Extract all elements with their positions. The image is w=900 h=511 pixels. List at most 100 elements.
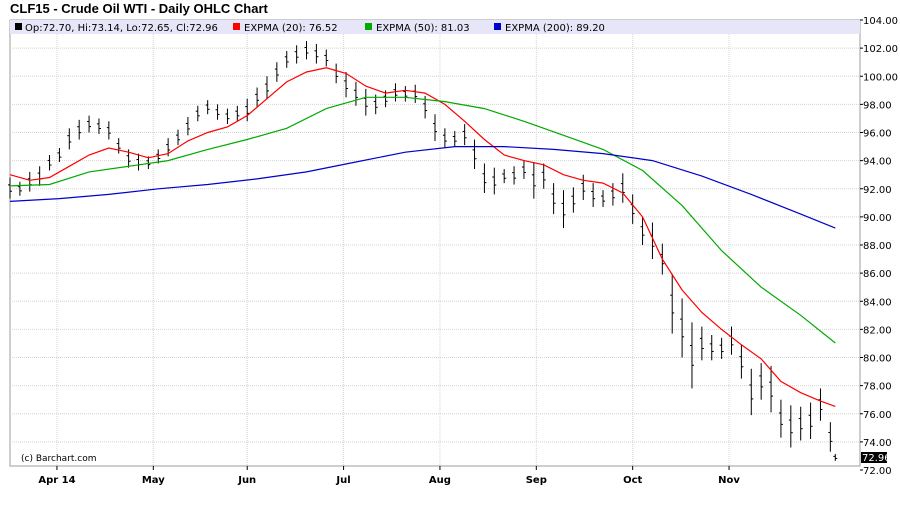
legend-ohlc-close: Cl:72.96 <box>176 23 218 34</box>
ohlc-bar <box>739 344 744 379</box>
ohlc-bar <box>833 453 838 461</box>
ohlc-bar <box>284 50 289 68</box>
ohlc-bar <box>798 406 803 441</box>
ohlc-bar <box>620 173 625 203</box>
y-tick-label: 82.00 <box>863 325 892 336</box>
ohlc-bar <box>591 183 596 208</box>
y-tick-label: 88.00 <box>863 241 892 252</box>
ohlc-bar <box>344 72 349 98</box>
ohlc-bar <box>235 105 240 122</box>
y-tick-label: 90.00 <box>863 213 892 224</box>
ohlc-bar <box>571 187 576 213</box>
x-tick-label: Apr 14 <box>38 475 75 486</box>
legend-entry-3: EXPMA (200): 89.20 <box>505 23 605 34</box>
ohlc-bar <box>709 335 714 361</box>
ohlc-bar <box>146 156 151 170</box>
y-tick-label: 80.00 <box>863 354 892 365</box>
legend-swatch-ohlc <box>15 23 22 30</box>
ohlc-bar <box>492 167 497 195</box>
legend-ohlc-high: Hi:73.14, <box>78 23 127 34</box>
ohlc-bar <box>304 41 309 60</box>
legend-ohlc-open: Op:72.70, <box>25 23 78 34</box>
ohlc-bar <box>610 183 615 206</box>
x-tick-label: Jul <box>335 475 350 486</box>
ohlc-bar <box>57 147 62 163</box>
y-tick-label: 96.00 <box>863 129 892 140</box>
x-tick-label: Oct <box>623 475 642 486</box>
ohlc-bar <box>828 422 833 452</box>
ohlc-bar <box>531 162 536 199</box>
ohlc-bar <box>808 402 813 440</box>
x-axis: Apr 14 May Jun Jul Aug Sep Oct Nov <box>38 466 740 486</box>
y-tick-label: 84.00 <box>863 297 892 308</box>
last-value-badge: 72.96 <box>861 452 891 464</box>
ohlc-bar <box>215 104 220 120</box>
ohlc-bar <box>433 114 437 141</box>
ohlc-bar <box>17 181 22 196</box>
ohlc-bar <box>393 83 398 102</box>
y-tick-label: 72.00 <box>863 466 892 477</box>
y-tick-label: 100.00 <box>863 72 898 83</box>
series-line-2 <box>9 96 836 344</box>
ohlc-bar <box>472 139 477 170</box>
ohlc-bar <box>264 76 269 99</box>
ohlc-bar <box>778 399 783 438</box>
ohlc-bar <box>452 131 457 147</box>
credit-text: (c) Barchart.com <box>21 454 97 464</box>
legend-swatch-3 <box>494 23 501 30</box>
y-tick-label: 98.00 <box>863 100 892 111</box>
ohlc-bar <box>403 86 408 102</box>
ohlc-bar <box>640 216 645 245</box>
y-tick-label: 76.00 <box>863 410 892 421</box>
ohlc-bar <box>502 169 507 184</box>
x-tick-label: Aug <box>429 475 451 486</box>
ohlc-bar <box>176 129 181 146</box>
legend-swatch-1 <box>233 23 240 30</box>
legend: Op:72.70, Hi:73.14, Lo:72.65, Cl:72.96 EX… <box>15 23 605 34</box>
ohlc-bar <box>185 117 190 136</box>
y-tick-label: 78.00 <box>863 382 892 393</box>
ohlc-bar <box>195 105 200 122</box>
legend-bar <box>10 20 860 34</box>
ohlc-bar <box>116 138 121 154</box>
ohlc-bar <box>274 62 279 82</box>
ohlc-bar <box>8 177 12 199</box>
ohlc-bar <box>561 190 566 229</box>
ohlc-bar <box>670 274 675 334</box>
ohlc-bar <box>541 163 546 189</box>
ohlc-bar <box>156 149 161 164</box>
x-tick-label: May <box>142 475 165 486</box>
ohlc-bar <box>96 118 101 134</box>
plot-background <box>9 19 861 467</box>
legend-ohlc-low: Lo:72.65, <box>126 23 176 34</box>
ohlc-bar <box>314 43 319 64</box>
ohlc-bar <box>699 326 704 361</box>
ohlc-bar <box>759 363 764 400</box>
x-tick-label: Nov <box>718 475 740 486</box>
ohlc-bar <box>47 155 52 171</box>
y-axis: 72.00 74.00 76.00 78.00 80.00 82.00 84.00 86.00… <box>860 16 898 477</box>
legend-ohlc-summary: Op:72.70, Hi:73.14, Lo:72.65, Cl:72.96 <box>25 23 218 34</box>
y-tick-label: 104.00 <box>863 16 898 27</box>
ohlc-bar <box>255 87 260 108</box>
y-tick-label: 94.00 <box>863 157 892 168</box>
ema-lines <box>9 67 836 407</box>
ohlc-bar <box>551 183 556 215</box>
x-tick-label: Jun <box>237 475 256 486</box>
ohlc-bar <box>294 45 299 64</box>
series-line-1 <box>9 67 836 407</box>
y-tick-label: 86.00 <box>863 269 892 280</box>
ohlc-bar <box>512 166 517 185</box>
ohlc-bar <box>205 100 210 115</box>
last-value: 72.96 <box>862 453 891 464</box>
ohlc-bar <box>67 128 72 150</box>
ohlc-bar <box>749 368 754 416</box>
chart-title: CLF15 - Crude Oil WTI - Daily OHLC Chart <box>10 1 268 16</box>
ohlc-bar <box>680 298 685 358</box>
y-tick-label: 74.00 <box>863 438 892 449</box>
ohlc-bar <box>719 337 724 359</box>
legend-entry-2: EXPMA (50): 81.03 <box>376 23 470 34</box>
ohlc-bar <box>106 121 111 140</box>
ohlc-bar <box>324 49 329 67</box>
